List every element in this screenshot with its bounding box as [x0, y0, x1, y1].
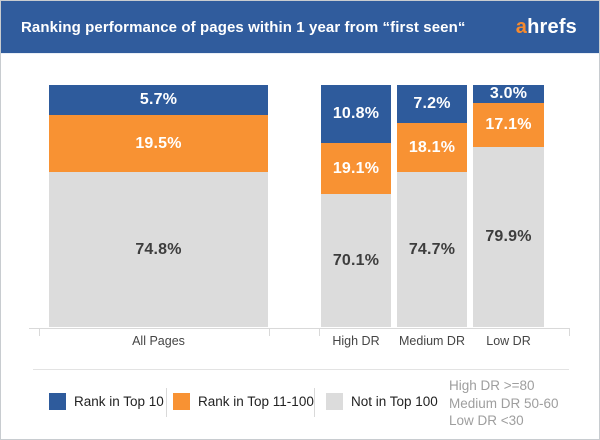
legend-separator-line [33, 369, 569, 370]
segment-value-label: 74.8% [135, 240, 182, 258]
segment-value-label: 10.8% [332, 105, 380, 122]
bar-medium-dr: 7.2% 18.1% 74.7% [397, 85, 467, 327]
segment-rank-in-top-11-100: 17.1% [473, 103, 544, 147]
legend-swatch-rank-top-11-100 [173, 393, 190, 410]
segment-value-label: 17.1% [485, 116, 532, 133]
legend-label-rank-top-10: Rank in Top 10 [74, 394, 164, 409]
bar-all-pages: 5.7% 19.5% 74.8% [49, 85, 268, 327]
segment-rank-in-top-10: 3.0% [473, 85, 544, 103]
note-line-low-dr: Low DR <30 [449, 413, 524, 428]
segment-not-in-top-100: 74.7% [397, 172, 467, 327]
header-bar: Ranking performance of pages within 1 ye… [1, 1, 599, 54]
x-axis-tick [319, 328, 320, 336]
segment-value-label: 5.7% [139, 91, 178, 108]
legend-label-not-in-top-100: Not in Top 100 [351, 394, 438, 409]
segment-value-label: 70.1% [332, 251, 380, 269]
segment-rank-in-top-10: 7.2% [397, 85, 467, 123]
segment-value-label: 79.9% [485, 228, 532, 245]
note-line-high-dr: High DR >=80 [449, 378, 535, 393]
x-axis-tick [269, 328, 270, 336]
bar-low-dr: 3.0% 17.1% 79.9% [473, 85, 544, 327]
x-axis-tick [569, 328, 570, 336]
x-axis-tick [39, 328, 40, 336]
chart-title: Ranking performance of pages within 1 ye… [21, 18, 466, 36]
category-label-all-pages: All Pages [132, 334, 185, 348]
segment-rank-in-top-11-100: 18.1% [397, 123, 467, 172]
segment-rank-in-top-11-100: 19.5% [49, 115, 268, 172]
dr-definitions-note: High DR >=80 Medium DR 50-60 Low DR <30 [449, 377, 559, 430]
note-line-medium-dr: Medium DR 50-60 [449, 395, 559, 411]
segment-value-label: 19.1% [332, 159, 380, 177]
segment-value-label: 18.1% [408, 138, 456, 156]
segment-value-label: 7.2% [413, 95, 451, 112]
segment-value-label: 74.7% [408, 240, 456, 258]
category-label-high-dr: High DR [332, 334, 380, 348]
segment-rank-in-top-10: 10.8% [321, 85, 391, 143]
segment-not-in-top-100: 70.1% [321, 194, 391, 327]
segment-not-in-top-100: 79.9% [473, 147, 544, 327]
logo-letters-hrefs: hrefs [527, 15, 577, 38]
segment-rank-in-top-10: 5.7% [49, 85, 268, 115]
legend-swatch-not-in-top-100 [326, 393, 343, 410]
legend-swatch-rank-top-10 [49, 393, 66, 410]
legend-label-rank-top-11-100: Rank in Top 11-100 [198, 394, 314, 409]
ahrefs-logo: ahrefs [516, 16, 577, 39]
legend-divider [166, 388, 167, 417]
category-label-low-dr: Low DR [486, 334, 531, 348]
segment-not-in-top-100: 74.8% [49, 172, 268, 327]
segment-value-label: 19.5% [135, 134, 182, 152]
x-axis-line [29, 328, 569, 329]
segment-value-label: 3.0% [489, 85, 528, 102]
bar-high-dr: 10.8% 19.1% 70.1% [321, 85, 391, 327]
logo-letter-a: a [515, 15, 528, 38]
segment-rank-in-top-11-100: 19.1% [321, 143, 391, 194]
legend-divider [314, 388, 315, 417]
category-label-medium-dr: Medium DR [399, 334, 465, 348]
